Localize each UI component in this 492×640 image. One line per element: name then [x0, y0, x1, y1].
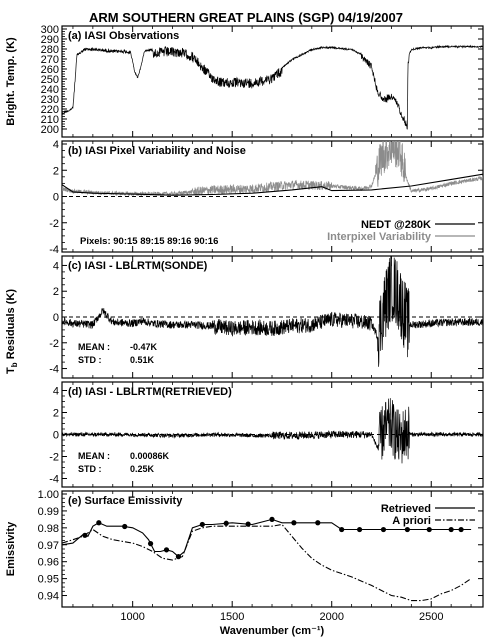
series-marker: [315, 520, 321, 526]
plot-area: [62, 398, 483, 464]
y-tick-label: -2: [49, 338, 59, 350]
y-tick-label: 200: [41, 124, 59, 136]
x-tick-label: 2000: [319, 611, 343, 623]
y-tick-label: 0: [53, 430, 59, 442]
plot-frame: [61, 25, 484, 138]
x-axis-label: Wavenumber (cm⁻¹): [220, 625, 325, 637]
series-line: [62, 523, 472, 602]
series-marker: [96, 520, 102, 526]
y-tick-label: 250: [41, 74, 59, 86]
y-tick-label: 2: [53, 286, 59, 298]
series-marker: [426, 526, 432, 533]
y-tick-label: 0.94: [38, 591, 59, 603]
y-tick-label: 0.96: [38, 557, 59, 569]
x-tick-label: 2500: [419, 611, 443, 623]
y-tick-label: 1.00: [38, 489, 59, 501]
y-tick-label: 4: [53, 260, 59, 272]
series-line: [62, 398, 483, 464]
panel-title: (d) IASI - LBLRTM(RETRIEVED): [68, 386, 232, 398]
stats-mean-value: 0.00086K: [130, 451, 170, 461]
series-marker: [404, 526, 410, 533]
panel-title: (c) IASI - LBLRTM(SONDE): [68, 260, 208, 272]
y-tick-label: -4: [49, 474, 59, 486]
y-tick-label: 290: [41, 34, 59, 46]
y-tick-label: -4: [49, 364, 59, 376]
series-line: [62, 256, 483, 367]
series-marker: [448, 526, 454, 533]
panel-4: -4 -2 0 2 4 (d) IASI - LBLRTM(RETRIEVED) MEAN …: [49, 381, 484, 488]
plot-area: [62, 141, 483, 197]
y-tick-label: 210: [41, 114, 59, 126]
series-marker: [122, 523, 128, 530]
series-marker: [458, 526, 464, 533]
y-tick-label: 2: [53, 408, 59, 420]
series-line: [62, 141, 483, 197]
legend-label: Interpixel Variability: [327, 231, 432, 243]
y-axis-label: Emissivity: [5, 521, 17, 576]
series-marker: [339, 526, 345, 533]
y-tick-label: 260: [41, 64, 59, 76]
y-tick-label: 280: [41, 44, 59, 56]
y-tick-label: 270: [41, 54, 59, 66]
y-axis-label: Tb Residuals (K): [5, 289, 19, 374]
panel-title: (b) IASI Pixel Variability and Noise: [68, 145, 246, 157]
series-marker: [356, 526, 363, 533]
series-line: [62, 173, 483, 196]
stats-std-label: STD :: [78, 464, 102, 474]
series-line: [62, 518, 472, 558]
y-tick-label: -4: [49, 244, 59, 256]
y-tick-label: 0.95: [38, 574, 59, 586]
panel-3: -4 -2 0 2 4 (c) IASI - LBLRTM(SONDE) MEAN : -0.…: [5, 255, 484, 379]
y-tick-label: 300: [41, 24, 59, 36]
plot-area: [62, 44, 483, 130]
y-tick-label: 4: [53, 139, 59, 151]
stats-mean-value: -0.47K: [130, 342, 158, 352]
y-tick-label: 230: [41, 94, 59, 106]
y-tick-label: -2: [49, 218, 59, 230]
x-tick-label: 1000: [120, 611, 144, 623]
series-marker: [223, 520, 229, 526]
legend-label: Retrieved: [381, 503, 431, 515]
figure-title: ARM SOUTHERN GREAT PLAINS (SGP) 04/19/20…: [89, 10, 403, 25]
series-marker: [199, 521, 205, 528]
legend-label: NEDT @280K: [361, 219, 431, 231]
panel-title: (a) IASI Observations: [68, 30, 179, 42]
stats-mean-label: MEAN :: [78, 342, 110, 352]
series-marker: [163, 547, 170, 553]
series-line: [62, 44, 483, 130]
series-marker: [291, 520, 297, 526]
y-tick-label: 2: [53, 165, 59, 177]
y-tick-label: 0.98: [38, 523, 59, 535]
pixels-annotation: Pixels: 90:15 89:15 89:16 90:16: [80, 236, 218, 247]
series-marker: [269, 516, 275, 522]
series-marker: [245, 521, 251, 527]
stats-std-value: 0.25K: [130, 464, 155, 474]
y-tick-label: 0: [53, 312, 59, 324]
panel-title: (e) Surface Emissivity: [68, 495, 183, 507]
plot-area: [62, 256, 483, 367]
stats-std-value: 0.51K: [130, 355, 155, 365]
stats-mean-label: MEAN :: [78, 451, 110, 461]
series-marker: [147, 541, 154, 547]
plot-area: [62, 516, 472, 602]
stats-std-label: STD :: [78, 355, 102, 365]
y-tick-label: 0.97: [38, 540, 59, 552]
series-marker: [380, 526, 387, 533]
legend-label: A priori: [392, 515, 431, 527]
y-tick-label: 4: [53, 386, 59, 398]
y-tick-label: -2: [49, 452, 59, 464]
y-tick-label: 220: [41, 104, 59, 116]
panel-2: -4 -2 0 2 4 (b) IASI Pixel Variability and No…: [49, 139, 484, 256]
y-axis-label: Bright. Temp. (K): [5, 37, 17, 126]
y-tick-label: 0.99: [38, 506, 59, 518]
panel-5: 0.94 0.95 0.96 0.97 0.98 0.99 1.00 1000 1500 2000…: [5, 489, 484, 623]
x-tick-label: 1500: [220, 611, 244, 623]
y-tick-label: 240: [41, 84, 59, 96]
y-tick-label: 0: [53, 192, 59, 204]
